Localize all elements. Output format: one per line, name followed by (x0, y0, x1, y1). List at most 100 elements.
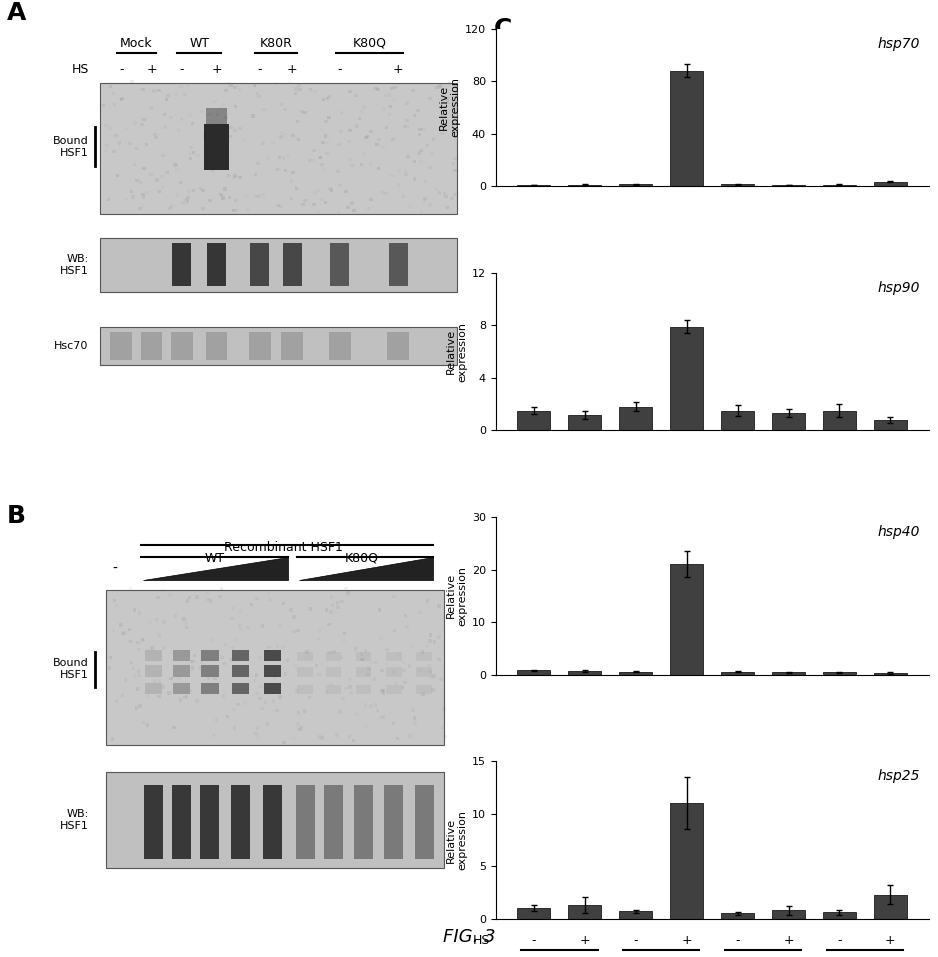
Bar (162, 685, 165, 689)
Bar (346, 590, 350, 594)
Bar (255, 597, 259, 600)
Bar (206, 597, 210, 601)
Bar (428, 166, 431, 168)
Bar (158, 189, 161, 193)
Bar (823, 185, 856, 187)
Bar (321, 198, 324, 201)
Bar (336, 170, 340, 173)
Bar (229, 126, 233, 129)
Bar (243, 138, 246, 141)
Bar (233, 726, 236, 729)
Bar (273, 676, 276, 679)
Bar (281, 332, 303, 360)
Bar (112, 630, 115, 633)
Bar (414, 722, 416, 724)
Bar (120, 98, 123, 100)
Bar (182, 617, 186, 620)
Bar (332, 651, 336, 654)
Bar (366, 135, 370, 138)
Bar (135, 179, 139, 183)
Text: -: - (119, 63, 124, 76)
Bar (309, 88, 312, 91)
Bar (452, 110, 456, 113)
Bar (152, 89, 156, 93)
Bar (150, 106, 154, 109)
Bar (174, 163, 178, 166)
Bar (356, 652, 371, 661)
Bar (171, 332, 192, 360)
Bar (201, 685, 204, 688)
Bar (670, 803, 704, 919)
Bar (397, 654, 401, 657)
Bar (443, 707, 446, 710)
Bar (377, 138, 381, 141)
Bar (188, 152, 191, 155)
Bar (219, 193, 223, 197)
Bar (179, 698, 182, 701)
Bar (254, 732, 258, 735)
Bar (518, 411, 551, 431)
Text: hsp70: hsp70 (877, 36, 920, 51)
Bar (325, 120, 328, 122)
Bar (238, 688, 242, 692)
Bar (308, 696, 311, 700)
Bar (420, 149, 423, 152)
Bar (220, 656, 224, 659)
Text: +: + (783, 934, 794, 947)
Bar (234, 104, 237, 108)
Bar (395, 681, 398, 685)
Bar (115, 174, 119, 177)
Bar (256, 736, 260, 739)
Bar (119, 623, 122, 627)
Bar (145, 191, 149, 194)
Text: hsp40: hsp40 (877, 524, 920, 539)
Bar (103, 149, 107, 153)
Text: Mock: Mock (120, 37, 153, 50)
Bar (772, 185, 805, 187)
Bar (325, 667, 341, 677)
Bar (132, 667, 135, 670)
Bar (337, 143, 340, 145)
Bar (186, 199, 189, 202)
Bar (292, 615, 295, 618)
Bar (432, 640, 436, 644)
Bar (403, 124, 406, 128)
Bar (401, 194, 405, 198)
Bar (357, 117, 361, 120)
Bar (225, 134, 228, 137)
Bar (424, 180, 428, 183)
Bar (185, 695, 188, 698)
Bar (421, 693, 425, 696)
Bar (233, 708, 236, 711)
Bar (359, 163, 363, 167)
Bar (263, 108, 266, 111)
Bar (350, 202, 354, 205)
Bar (341, 697, 344, 701)
Bar (138, 208, 142, 211)
Bar (328, 651, 332, 654)
Bar (175, 689, 179, 693)
Bar (388, 243, 408, 286)
Bar (348, 90, 352, 93)
Bar (370, 130, 372, 133)
Bar (619, 185, 652, 187)
Bar (356, 667, 371, 677)
Bar (298, 88, 302, 91)
Bar (228, 196, 231, 199)
Bar (179, 181, 182, 184)
Bar (445, 195, 447, 198)
Bar (411, 89, 415, 92)
Bar (340, 600, 344, 604)
Bar (392, 99, 395, 101)
Bar (381, 191, 385, 194)
Polygon shape (298, 557, 433, 580)
Bar (444, 735, 446, 738)
Bar (295, 689, 298, 693)
Bar (417, 133, 421, 136)
Bar (232, 607, 235, 611)
Bar (453, 193, 457, 196)
Bar (206, 677, 210, 679)
Bar (313, 90, 317, 93)
Text: hsp25: hsp25 (877, 769, 920, 783)
Bar (276, 644, 279, 648)
